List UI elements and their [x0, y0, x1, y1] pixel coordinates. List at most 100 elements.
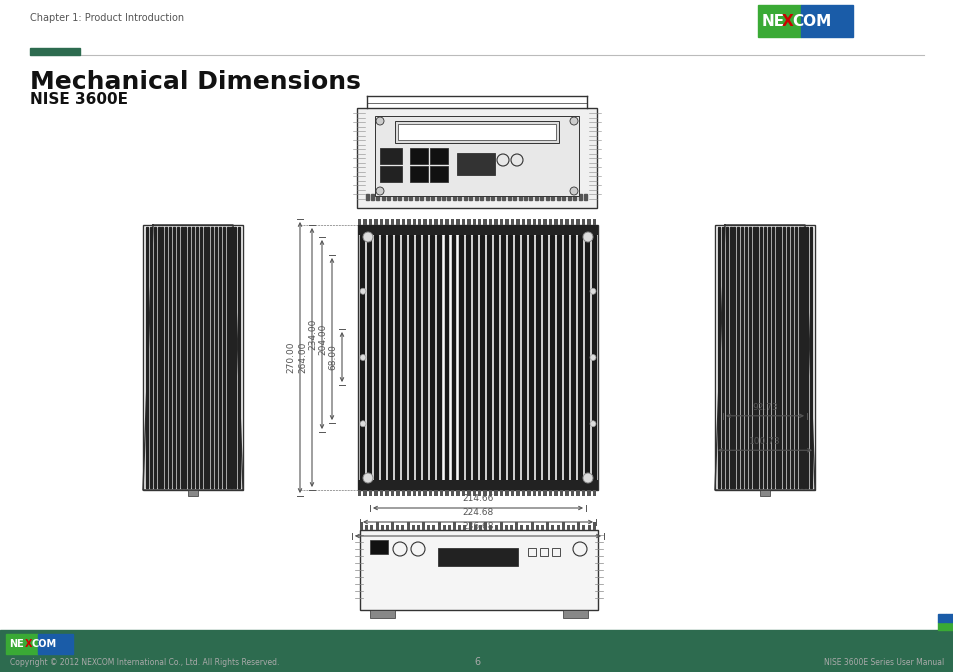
Bar: [374, 219, 377, 225]
Bar: [376, 194, 379, 200]
Bar: [472, 219, 476, 225]
Bar: [518, 194, 521, 200]
Text: COM: COM: [32, 639, 57, 649]
Bar: [391, 522, 394, 530]
Bar: [157, 227, 159, 488]
Bar: [412, 219, 416, 225]
Bar: [412, 525, 415, 530]
Bar: [153, 227, 155, 488]
Bar: [165, 227, 167, 488]
Bar: [714, 225, 814, 490]
Bar: [565, 490, 568, 496]
Bar: [581, 490, 584, 496]
Bar: [169, 227, 171, 488]
Bar: [494, 490, 497, 496]
Bar: [758, 5, 800, 37]
Bar: [403, 194, 406, 200]
Bar: [516, 219, 519, 225]
Bar: [721, 227, 723, 488]
Bar: [937, 614, 945, 622]
Bar: [385, 525, 389, 530]
Bar: [380, 525, 383, 530]
Bar: [548, 490, 552, 496]
Bar: [573, 194, 576, 200]
Bar: [226, 227, 229, 488]
Bar: [586, 490, 590, 496]
Bar: [161, 227, 163, 488]
Circle shape: [589, 421, 596, 427]
Bar: [472, 490, 476, 496]
Bar: [379, 219, 383, 225]
Bar: [513, 194, 516, 200]
Bar: [38, 634, 73, 654]
Bar: [150, 227, 152, 488]
Bar: [143, 225, 243, 490]
Bar: [478, 525, 481, 530]
Text: 204.00: 204.00: [317, 323, 327, 355]
Text: 214.66: 214.66: [462, 494, 493, 503]
Bar: [559, 490, 562, 496]
Bar: [515, 235, 518, 480]
Bar: [760, 227, 761, 488]
Bar: [359, 522, 363, 530]
Bar: [425, 194, 428, 200]
Bar: [395, 525, 398, 530]
Bar: [567, 194, 570, 200]
Bar: [431, 194, 434, 200]
Bar: [448, 525, 451, 530]
Bar: [510, 490, 514, 496]
Bar: [407, 490, 410, 496]
Bar: [357, 219, 361, 225]
Bar: [417, 219, 421, 225]
Text: NE: NE: [761, 13, 784, 28]
Bar: [510, 219, 514, 225]
Bar: [473, 235, 476, 480]
Bar: [410, 166, 428, 182]
Bar: [536, 235, 539, 480]
Text: 6: 6: [474, 657, 479, 667]
Bar: [385, 490, 389, 496]
Bar: [437, 522, 440, 530]
Bar: [375, 522, 378, 530]
Bar: [369, 219, 372, 225]
Bar: [406, 522, 409, 530]
Bar: [379, 490, 383, 496]
Bar: [585, 235, 589, 480]
Bar: [430, 148, 448, 164]
Bar: [507, 194, 510, 200]
Bar: [479, 235, 483, 480]
Bar: [222, 227, 225, 488]
Bar: [499, 522, 502, 530]
Bar: [469, 194, 472, 200]
Bar: [439, 219, 443, 225]
Bar: [586, 219, 590, 225]
Text: NISE 3600E: NISE 3600E: [30, 93, 128, 108]
Bar: [499, 490, 503, 496]
Text: 68.00: 68.00: [328, 344, 336, 370]
Bar: [767, 227, 769, 488]
Bar: [381, 235, 385, 480]
Bar: [409, 194, 412, 200]
Bar: [485, 194, 488, 200]
Bar: [543, 219, 546, 225]
Bar: [388, 235, 392, 480]
Bar: [499, 219, 503, 225]
Bar: [477, 490, 481, 496]
Bar: [450, 219, 454, 225]
Bar: [779, 227, 781, 488]
Bar: [592, 219, 596, 225]
Bar: [494, 219, 497, 225]
Bar: [494, 525, 497, 530]
Text: 270.00: 270.00: [286, 342, 294, 373]
Bar: [592, 490, 596, 496]
Bar: [576, 219, 579, 225]
Bar: [357, 225, 598, 490]
Bar: [532, 219, 536, 225]
Circle shape: [363, 232, 373, 242]
Bar: [760, 490, 769, 496]
Bar: [483, 490, 486, 496]
Bar: [453, 194, 456, 200]
Bar: [203, 227, 206, 488]
Bar: [798, 227, 800, 488]
Bar: [737, 227, 739, 488]
